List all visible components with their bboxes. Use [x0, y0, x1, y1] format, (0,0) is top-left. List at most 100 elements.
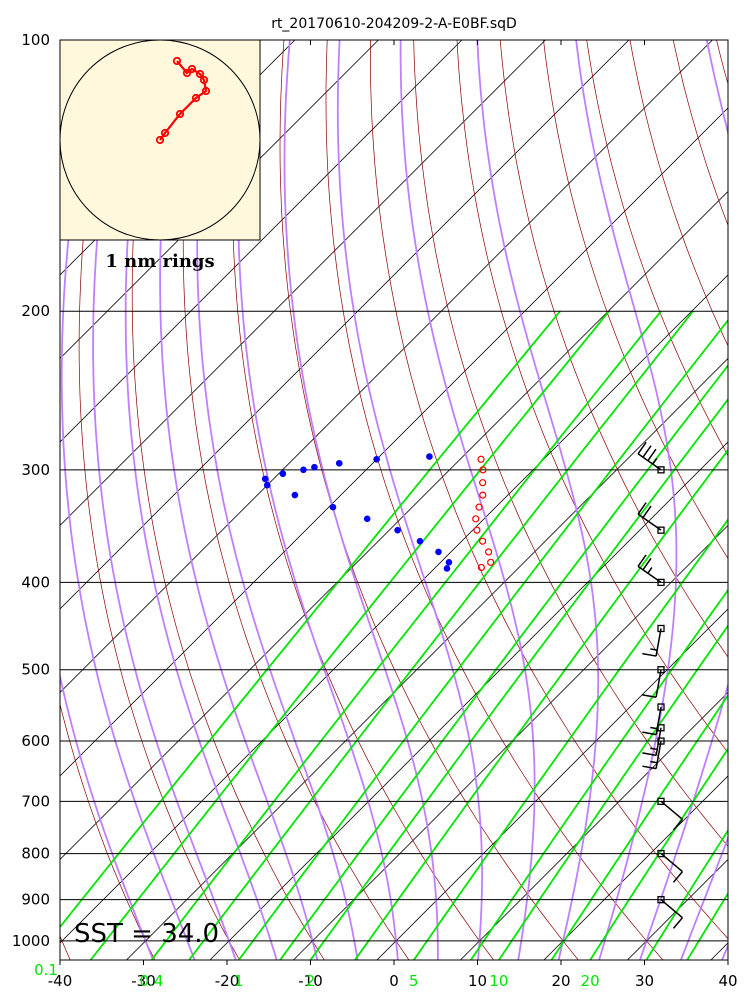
moist-adiabat: [399, 40, 536, 960]
isotherm-line: [126, 357, 728, 960]
moist-adiabat: [196, 40, 359, 960]
barb-half-flag: [650, 760, 658, 764]
dewpoint-point: [329, 503, 337, 511]
moist-adiabat: [124, 40, 278, 960]
barb-staff: [660, 899, 683, 919]
x-tick-label: 10: [468, 972, 487, 990]
track-point: [199, 75, 209, 85]
mixing-ratio-line: [589, 747, 728, 960]
moist-adiabat: [237, 40, 399, 960]
dry-adiabat: [413, 40, 728, 847]
barb-station: [657, 849, 665, 858]
dry-adiabat: [543, 40, 728, 560]
barb-flag: [642, 557, 652, 571]
y-tick-label: 800: [21, 845, 50, 863]
moist-adiabat: [680, 835, 728, 960]
isotherm-line: [60, 40, 546, 526]
inset-caption: 1 nm rings: [105, 251, 214, 272]
isotherm-line: [60, 274, 728, 944]
barb-staff: [655, 706, 662, 735]
isotherm-line: [376, 608, 728, 960]
dewpoint-point: [426, 453, 433, 460]
mixing-ratio-label: 0.1: [34, 961, 58, 979]
y-tick-label: 700: [21, 792, 50, 810]
moist-adiabat: [60, 40, 196, 960]
y-tick-label: 1000: [12, 932, 50, 950]
y-tick-label: 600: [21, 732, 50, 750]
temperature-point: [479, 479, 487, 487]
wind-barb: [657, 797, 684, 831]
x-tick-label: 30: [635, 972, 654, 990]
wind-barb: [637, 441, 665, 474]
dewpoint-point: [363, 515, 371, 523]
dewpoint-point: [435, 548, 442, 556]
mixing-ratio-line: [498, 624, 728, 960]
dewpoint-point: [300, 466, 307, 474]
wind-barb: [637, 502, 665, 534]
isotherm-line: [60, 107, 728, 777]
wind-barb: [642, 666, 665, 699]
barb-flag: [642, 731, 657, 736]
balloon-track: [155, 56, 211, 145]
barb-flag: [637, 441, 647, 455]
x-tick-label: 20: [551, 972, 570, 990]
isotherm-line: [710, 942, 728, 960]
dewpoint-point: [445, 559, 453, 566]
chart-title: rt_20170610-204209-2-A-E0BF.sqD: [271, 16, 517, 32]
range-ring: [59, 39, 261, 241]
dewpoint-point: [373, 455, 380, 463]
barb-staff: [637, 513, 662, 531]
barb-staff: [660, 853, 683, 873]
wind-barb: [657, 849, 684, 883]
temperature-point: [479, 491, 487, 499]
dewpoint-point: [311, 463, 318, 471]
barb-flag: [642, 752, 657, 757]
dry-adiabat: [586, 40, 728, 457]
barb-station: [657, 578, 665, 587]
temperature-point: [477, 455, 485, 463]
temperature-point: [484, 548, 493, 556]
dewpoint-point: [291, 491, 299, 499]
isotherm-line: [60, 40, 463, 443]
mixing-ratio-label: 10: [489, 972, 508, 990]
track-point: [201, 86, 211, 96]
y-tick-label: 300: [21, 461, 50, 479]
barb-staff: [637, 453, 662, 471]
track-point: [187, 64, 197, 74]
mixing-ratio-line: [279, 364, 728, 960]
moist-adiabat: [476, 40, 600, 960]
barb-staff: [660, 800, 683, 820]
wind-barb: [642, 703, 665, 736]
barb-half-flag: [650, 648, 658, 651]
wind-barb: [642, 624, 665, 657]
barb-flag: [637, 502, 647, 515]
y-tick-label: 900: [21, 891, 50, 909]
mixing-ratio-line: [309, 397, 728, 960]
barb-flag: [647, 448, 657, 462]
dry-adiabat: [672, 40, 728, 227]
temperature-point: [487, 558, 495, 566]
isotherm-line: [60, 40, 713, 693]
wind-barb: [637, 554, 665, 587]
x-tick-label: 40: [718, 972, 737, 990]
mixing-ratio-line: [60, 310, 561, 929]
barb-station: [657, 797, 665, 806]
dewpoint-point: [335, 459, 343, 467]
moist-adiabat: [159, 40, 319, 960]
x-tick-label: -40: [48, 972, 73, 990]
x-tick-label: 0: [389, 972, 399, 990]
temperature-point: [477, 563, 485, 572]
barb-flag: [672, 871, 684, 883]
dry-adiabat: [499, 40, 728, 658]
background-lines: [60, 40, 728, 960]
y-tick-label: 200: [21, 302, 50, 320]
barb-flag: [672, 917, 684, 929]
mixing-ratio-label: 1: [234, 972, 244, 990]
isotherm-line: [460, 691, 728, 960]
mixing-ratio-line: [237, 318, 728, 960]
moist-adiabat: [575, 40, 678, 960]
isotherm-line: [209, 441, 728, 960]
mixing-ratio-label: 0.4: [140, 972, 164, 990]
